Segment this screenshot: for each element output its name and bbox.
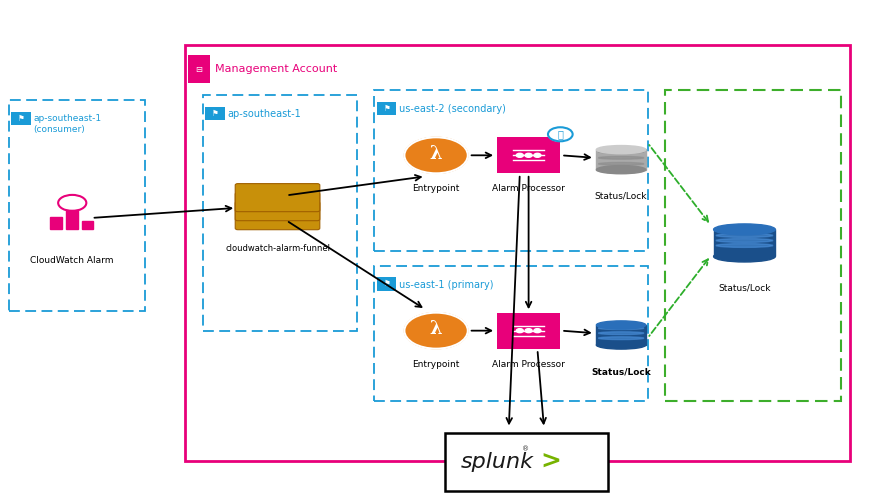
Ellipse shape [596,145,646,154]
Text: Alarm Processor: Alarm Processor [492,360,565,369]
Text: ap-southeast-1: ap-southeast-1 [227,109,301,119]
Text: Alarm Processor: Alarm Processor [492,184,565,193]
Text: ⚑: ⚑ [211,109,218,118]
FancyBboxPatch shape [235,193,320,220]
Text: ⊟: ⊟ [196,65,202,74]
Ellipse shape [714,251,775,262]
FancyBboxPatch shape [205,107,225,120]
Text: Entrypoint: Entrypoint [412,184,460,193]
FancyBboxPatch shape [188,55,210,83]
Ellipse shape [598,156,644,159]
Bar [66,210,78,229]
Text: Entrypoint: Entrypoint [412,360,460,369]
Ellipse shape [598,162,644,165]
Text: ⏱: ⏱ [558,129,563,139]
FancyBboxPatch shape [497,137,560,173]
Text: λ: λ [430,145,442,163]
Ellipse shape [598,150,644,153]
Text: cloudwatch-alarm-funnel: cloudwatch-alarm-funnel [225,244,330,254]
Text: ⚑: ⚑ [18,114,25,123]
Text: ®: ® [522,447,529,452]
Bar [596,149,646,170]
Bar [714,229,775,257]
Circle shape [516,329,523,333]
Bar [82,221,93,229]
Bar [596,325,646,345]
Text: us-east-2 (secondary): us-east-2 (secondary) [399,104,506,114]
Ellipse shape [716,233,773,237]
Ellipse shape [714,224,775,235]
Text: >: > [540,450,561,474]
Text: Management Account: Management Account [215,64,337,74]
Ellipse shape [716,243,773,247]
Text: λ: λ [430,320,442,338]
Circle shape [525,329,532,333]
FancyBboxPatch shape [11,112,31,125]
Ellipse shape [598,327,644,330]
Text: us-east-1 (primary): us-east-1 (primary) [399,280,493,290]
FancyBboxPatch shape [377,102,396,115]
Text: Status/Lock: Status/Lock [718,283,771,292]
Bar [50,217,62,229]
Circle shape [404,137,468,173]
Ellipse shape [598,332,644,335]
Text: ⚑: ⚑ [383,104,390,113]
Ellipse shape [596,321,646,329]
Circle shape [525,153,532,157]
Text: splunk: splunk [461,452,534,472]
Circle shape [516,153,523,157]
Circle shape [534,329,541,333]
Text: Status/Lock: Status/Lock [595,192,648,201]
FancyBboxPatch shape [377,278,396,291]
FancyBboxPatch shape [445,433,608,491]
Text: CloudWatch Alarm: CloudWatch Alarm [31,256,114,265]
Text: Status/Lock: Status/Lock [591,367,651,376]
FancyBboxPatch shape [235,201,320,230]
FancyBboxPatch shape [497,313,560,349]
Ellipse shape [596,341,646,349]
Circle shape [534,153,541,157]
Circle shape [548,127,573,141]
Text: ⚑: ⚑ [383,280,390,289]
Ellipse shape [716,238,773,242]
Ellipse shape [596,165,646,174]
Ellipse shape [598,337,644,340]
FancyBboxPatch shape [235,184,320,212]
Text: ap-southeast-1
(consumer): ap-southeast-1 (consumer) [33,114,101,134]
Circle shape [404,313,468,349]
